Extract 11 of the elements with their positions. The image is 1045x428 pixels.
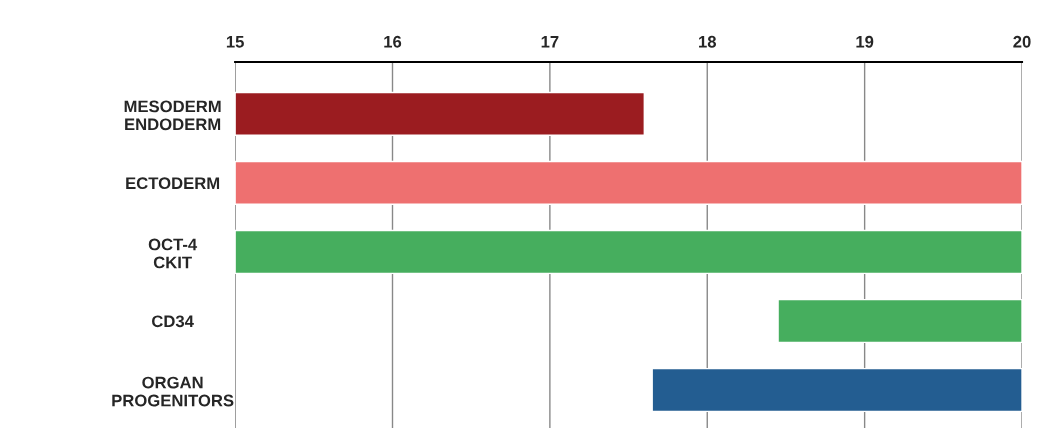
y-tick-label: ORGAN PROGENITORS (112, 376, 234, 407)
x-tick-label: 20 (1013, 35, 1031, 48)
x-tick-label: 16 (384, 35, 402, 48)
x-tick-label: 17 (541, 36, 559, 48)
x-tick-label: 19 (856, 35, 874, 48)
y-tick-label: OCT-4 CKIT (148, 238, 198, 269)
y-tick-label: CD34 (152, 315, 194, 328)
y-tick-label: MESODERM ENDODERM (124, 100, 221, 131)
x-tick-label: 18 (699, 35, 717, 48)
x-tick-label: 15 (226, 36, 244, 48)
y-tick-label: ECTODERM (126, 177, 220, 190)
